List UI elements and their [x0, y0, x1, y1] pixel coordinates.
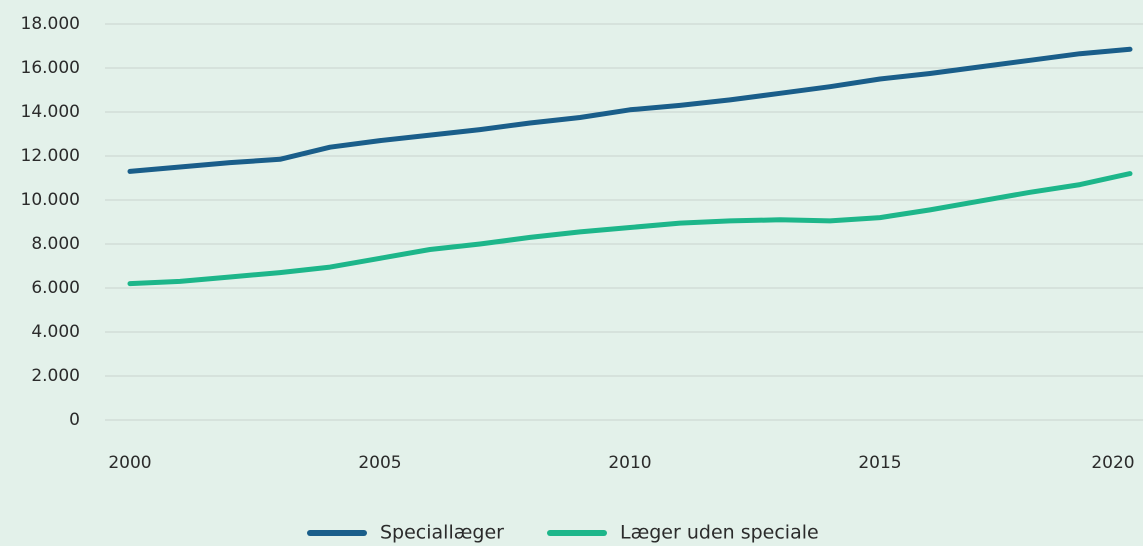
series-line [127, 171, 1133, 287]
x-tick-label: 2020 [1091, 453, 1134, 473]
y-tick-label: 10.000 [21, 190, 80, 210]
legend-label: Speciallæger [380, 522, 504, 544]
series-line [127, 46, 1133, 174]
legend-label: Læger uden speciale [620, 522, 819, 544]
x-tick-label: 2005 [358, 453, 401, 473]
y-tick-label: 14.000 [21, 102, 80, 122]
y-tick-label: 12.000 [21, 146, 80, 166]
y-tick-label: 2.000 [31, 366, 80, 386]
x-tick-label: 2015 [858, 453, 901, 473]
y-tick-label: 8.000 [31, 234, 80, 254]
y-tick-label: 6.000 [31, 278, 80, 298]
x-tick-label: 2000 [108, 453, 151, 473]
y-tick-label: 4.000 [31, 322, 80, 342]
y-tick-label: 0 [69, 410, 80, 430]
y-tick-label: 18.000 [21, 14, 80, 34]
x-tick-label: 2010 [608, 453, 651, 473]
y-tick-label: 16.000 [21, 58, 80, 78]
